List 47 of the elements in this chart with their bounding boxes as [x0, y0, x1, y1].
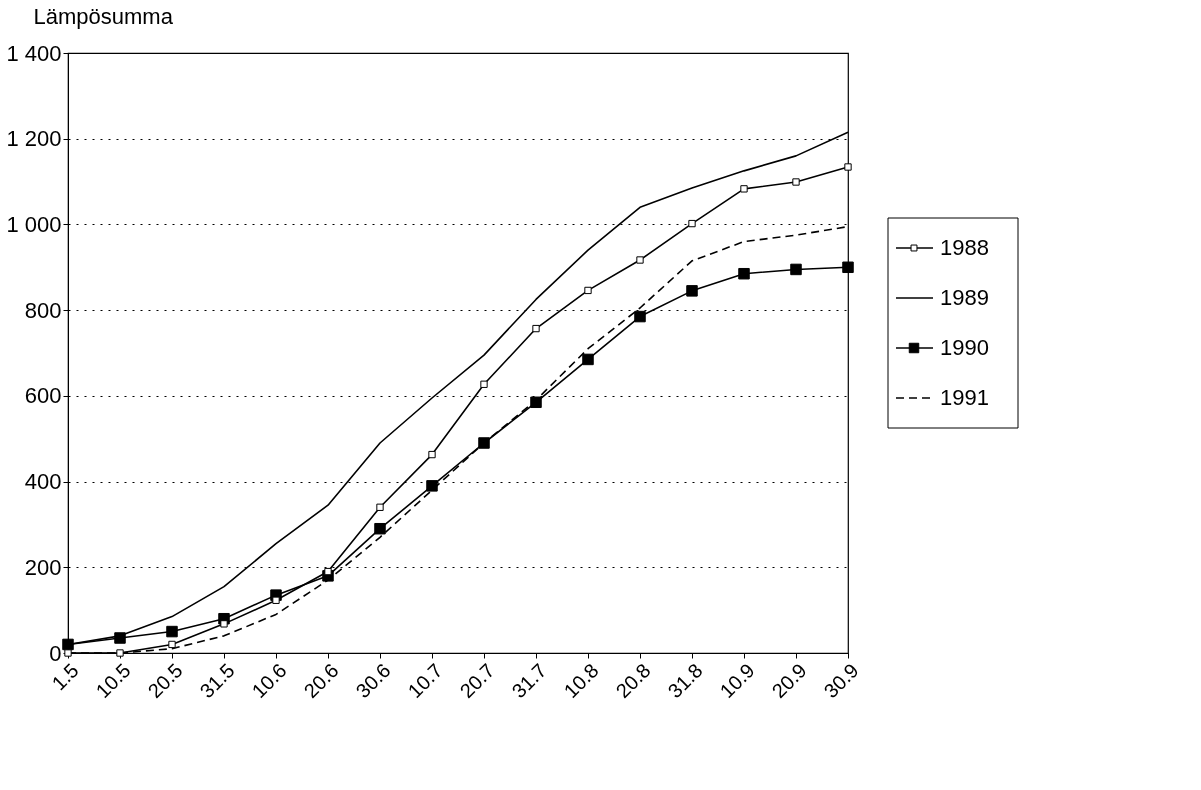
point: [376, 503, 384, 511]
x-tick-label: 31.8: [663, 659, 707, 703]
x-tick-label: 30.6: [351, 659, 395, 703]
point: [116, 649, 124, 657]
x-tick-label: 30.9: [819, 659, 863, 703]
point: [114, 632, 126, 644]
y-axis-title: Lämpösumma: [33, 3, 174, 29]
point: [480, 380, 488, 388]
y-tick-label: 0: [49, 640, 62, 666]
legend-label: 1989: [940, 285, 989, 310]
x-tick-label: 10.6: [247, 659, 291, 703]
point: [792, 178, 800, 186]
y-tick-label: 1 200: [6, 126, 62, 152]
point: [844, 163, 852, 171]
y-tick-label: 600: [24, 383, 62, 409]
point: [636, 256, 644, 264]
point: [168, 640, 176, 649]
point: [62, 638, 74, 651]
point: [842, 261, 854, 274]
point: [478, 437, 490, 449]
legend-label: 1988: [940, 235, 989, 260]
point: [530, 396, 542, 409]
legend-label: 1990: [940, 335, 989, 360]
point: [686, 285, 698, 297]
point: [532, 324, 540, 333]
point: [582, 353, 594, 366]
point: [324, 567, 332, 576]
point: [688, 219, 696, 228]
point: [584, 286, 592, 295]
legend-label: 1991: [940, 385, 989, 410]
point: [428, 450, 436, 459]
y-tick-label: 1 400: [6, 40, 62, 66]
point: [166, 625, 178, 638]
point: [740, 185, 748, 193]
y-tick-label: 1 000: [6, 211, 62, 237]
y-tick-label: 800: [24, 297, 62, 323]
x-tick-label: 10.8: [559, 659, 603, 703]
point: [790, 263, 802, 276]
y-tick-label: 400: [24, 469, 62, 495]
point: [426, 480, 438, 492]
x-tick-label: 10.9: [715, 659, 759, 703]
point: [220, 620, 228, 628]
point: [272, 596, 280, 604]
point: [634, 310, 646, 323]
point: [374, 522, 386, 535]
y-tick-label: 200: [24, 554, 62, 580]
point: [738, 267, 750, 280]
